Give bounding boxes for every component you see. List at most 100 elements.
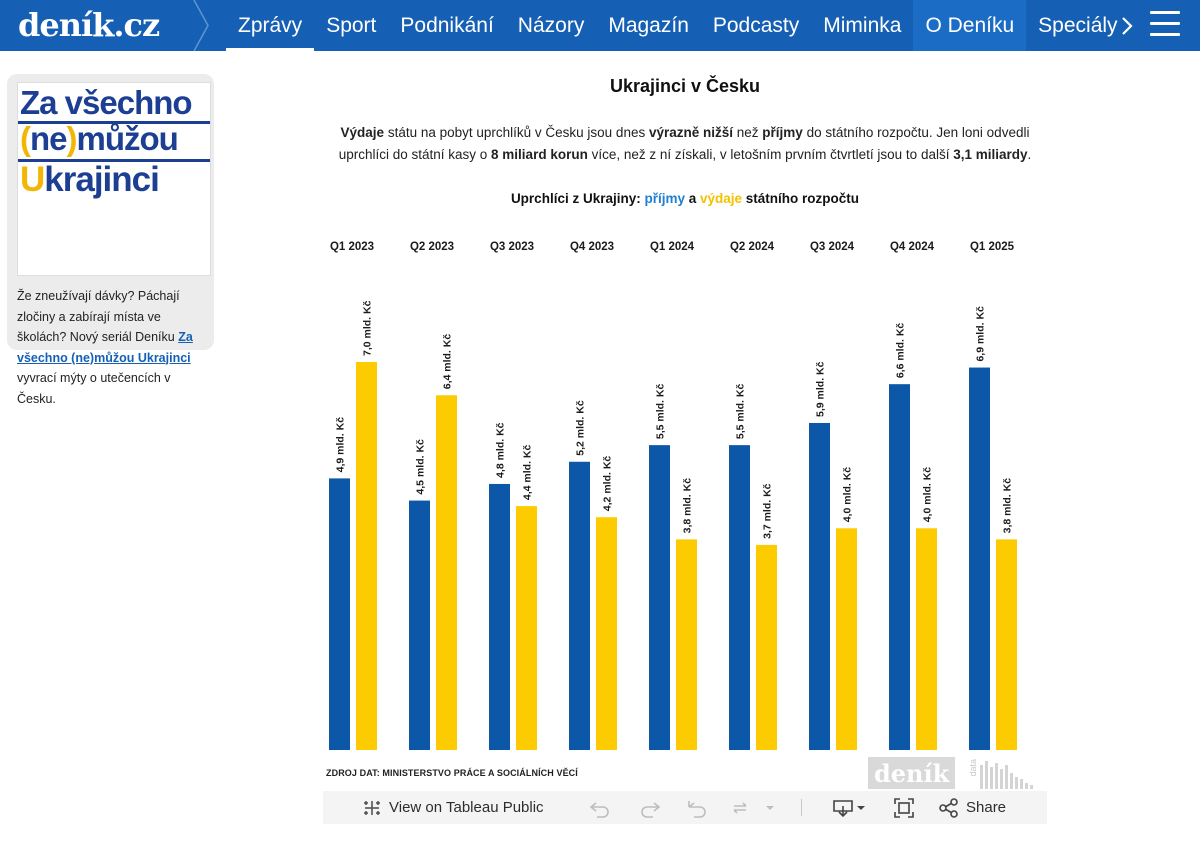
expense-bar[interactable] xyxy=(596,517,617,750)
nav-item-miminka[interactable]: Miminka xyxy=(823,13,902,37)
bar-value-label: 4,5 mld. Kč xyxy=(415,439,427,495)
watermark-sub: data xyxy=(968,759,978,777)
expense-bar[interactable] xyxy=(436,395,457,750)
nav-item-podcasty[interactable]: Podcasty xyxy=(712,13,800,37)
income-bar[interactable] xyxy=(329,478,350,750)
data-source-note: ZDROJ DAT: MINISTERSTVO PRÁCE A SOCIÁLNÍ… xyxy=(326,768,578,778)
undo-icon[interactable] xyxy=(588,791,612,824)
expense-bar[interactable] xyxy=(836,528,857,750)
tableau-logo-icon xyxy=(364,800,380,815)
bar-value-label: 4,4 mld. Kč xyxy=(522,445,534,501)
fullscreen-icon[interactable] xyxy=(893,791,915,824)
nav-item-magazin[interactable]: Magazín xyxy=(608,13,689,37)
legend-income: příjmy xyxy=(644,191,685,206)
promo-text-before: Že zneužívají dávky? Páchají zločiny a z… xyxy=(17,289,180,344)
nav-item-podnikani[interactable]: Podnikání xyxy=(400,13,494,37)
bar-value-label: 4,0 mld. Kč xyxy=(922,467,934,523)
share-label: Share xyxy=(966,799,1007,816)
description-emphasis: 8 miliard korun xyxy=(491,146,588,162)
nav-item-sport[interactable]: Sport xyxy=(326,13,377,37)
bar-value-label: 3,8 mld. Kč xyxy=(1002,478,1014,534)
bar-value-label: 5,5 mld. Kč xyxy=(735,384,747,440)
bar-value-label: 4,2 mld. Kč xyxy=(602,456,614,512)
category-label: Q2 2023 xyxy=(410,241,454,253)
category-label: Q3 2024 xyxy=(810,241,855,253)
top-navigation-bar: deník.cz Zprávy Sport Podnikání Názory M… xyxy=(0,0,1200,51)
category-label: Q4 2023 xyxy=(570,241,614,253)
description-text: státu na pobyt uprchlíků v Česku jsou dn… xyxy=(384,125,649,140)
nav-item-o-deniku[interactable]: O Deníku xyxy=(913,0,1027,51)
income-bar[interactable] xyxy=(409,500,430,750)
subtitle-prefix: Uprchlíci z Ukrajiny: xyxy=(510,191,645,206)
description-text: více, než z ní získali, v letošním první… xyxy=(587,146,954,162)
watermark-word: deník xyxy=(868,757,956,789)
income-bar[interactable] xyxy=(889,384,910,750)
category-label: Q1 2024 xyxy=(650,241,695,253)
category-label: Q1 2025 xyxy=(970,241,1015,253)
promo-series-link[interactable]: Za všechno (ne)můžou Ukrajinci xyxy=(17,330,193,365)
site-logo[interactable]: deník.cz xyxy=(18,6,160,44)
tableau-toolbar: View on Tableau Public Share xyxy=(323,791,1047,824)
description-text: . xyxy=(1027,146,1032,162)
hamburger-menu-icon[interactable] xyxy=(1150,11,1180,39)
watermark-bars-icon xyxy=(980,761,1033,789)
expense-bar[interactable] xyxy=(356,362,377,750)
description-text: do státního rozpočtu. Jen loni odvedli u… xyxy=(338,125,1030,162)
income-bar[interactable] xyxy=(649,445,670,750)
category-label: Q1 2023 xyxy=(330,241,374,253)
subtitle-suffix: státního rozpočtu xyxy=(742,191,860,206)
category-label: Q4 2024 xyxy=(890,241,935,253)
share-icon xyxy=(939,797,958,818)
bar-value-label: 6,4 mld. Kč xyxy=(442,334,454,390)
income-bar[interactable] xyxy=(969,367,990,750)
description-emphasis: výrazně nižší xyxy=(648,125,734,140)
share-button[interactable]: Share xyxy=(938,791,1006,824)
bar-value-label: 3,7 mld. Kč xyxy=(762,483,774,539)
description-emphasis: 3,1 miliardy xyxy=(953,146,1028,162)
promo-description: Že zneužívají dávky? Páchají zločiny a z… xyxy=(17,286,207,409)
bar-value-label: 6,9 mld. Kč xyxy=(975,306,987,362)
subtitle-and: a xyxy=(685,191,701,206)
bar-value-label: 5,5 mld. Kč xyxy=(655,384,667,440)
refresh-icon[interactable] xyxy=(728,791,752,824)
viz-title: Ukrajinci v Česku xyxy=(609,76,761,96)
income-bar[interactable] xyxy=(569,461,590,750)
income-bar[interactable] xyxy=(489,483,510,750)
description-emphasis: Výdaje xyxy=(340,125,385,140)
nav-item-nazory[interactable]: Názory xyxy=(517,13,585,37)
revert-icon[interactable] xyxy=(685,791,709,824)
nav-scroll-right-icon[interactable] xyxy=(1113,0,1141,51)
chart-subtitle: Uprchlíci z Ukrajiny: příjmy a výdaje st… xyxy=(330,191,1040,206)
nav-item-specialy[interactable]: Speciály xyxy=(1038,13,1118,37)
promo-art-divider xyxy=(18,159,210,162)
bar-value-label: 6,6 mld. Kč xyxy=(895,323,907,379)
download-icon[interactable] xyxy=(831,791,867,824)
expense-bar[interactable] xyxy=(916,528,937,750)
series-promo-artwork[interactable]: Za všechno (ne)můžou Ukrajinci xyxy=(17,82,211,276)
series-promo-card[interactable]: Za všechno (ne)můžou Ukrajinci Že zneuží… xyxy=(7,74,214,406)
promo-text-after: vyvrací mýty o utečencích v Česku. xyxy=(17,371,171,406)
nav-item-zpravy[interactable]: Zprávy xyxy=(226,0,314,51)
income-bar[interactable] xyxy=(729,445,750,750)
expense-bar[interactable] xyxy=(676,539,697,750)
category-label: Q2 2024 xyxy=(730,241,775,253)
main-nav: Zprávy Sport Podnikání Názory Magazín Po… xyxy=(226,0,1130,51)
expense-bar[interactable] xyxy=(516,506,537,750)
legend-expense: výdaje xyxy=(700,191,743,206)
description-text: než xyxy=(733,125,763,140)
redo-icon[interactable] xyxy=(638,791,662,824)
bar-value-label: 4,0 mld. Kč xyxy=(842,467,854,523)
promo-art-divider xyxy=(18,121,210,124)
promo-art-line-1: Za všechno xyxy=(20,84,193,121)
expense-bar[interactable] xyxy=(756,544,777,750)
refresh-dropdown-chevron-icon[interactable] xyxy=(763,791,777,824)
bar-value-label: 5,9 mld. Kč xyxy=(815,361,827,417)
view-on-tableau-button[interactable]: View on Tableau Public xyxy=(361,791,544,824)
denik-data-watermark: deník data xyxy=(868,757,1038,789)
bar-value-label: 7,0 mld. Kč xyxy=(362,300,374,356)
category-label: Q3 2023 xyxy=(490,241,534,253)
viz-description: Výdaje státu na pobyt uprchlíků v Česku … xyxy=(326,122,1044,165)
income-bar[interactable] xyxy=(809,422,830,750)
expense-bar[interactable] xyxy=(996,539,1017,750)
description-emphasis: příjmy xyxy=(762,125,803,140)
